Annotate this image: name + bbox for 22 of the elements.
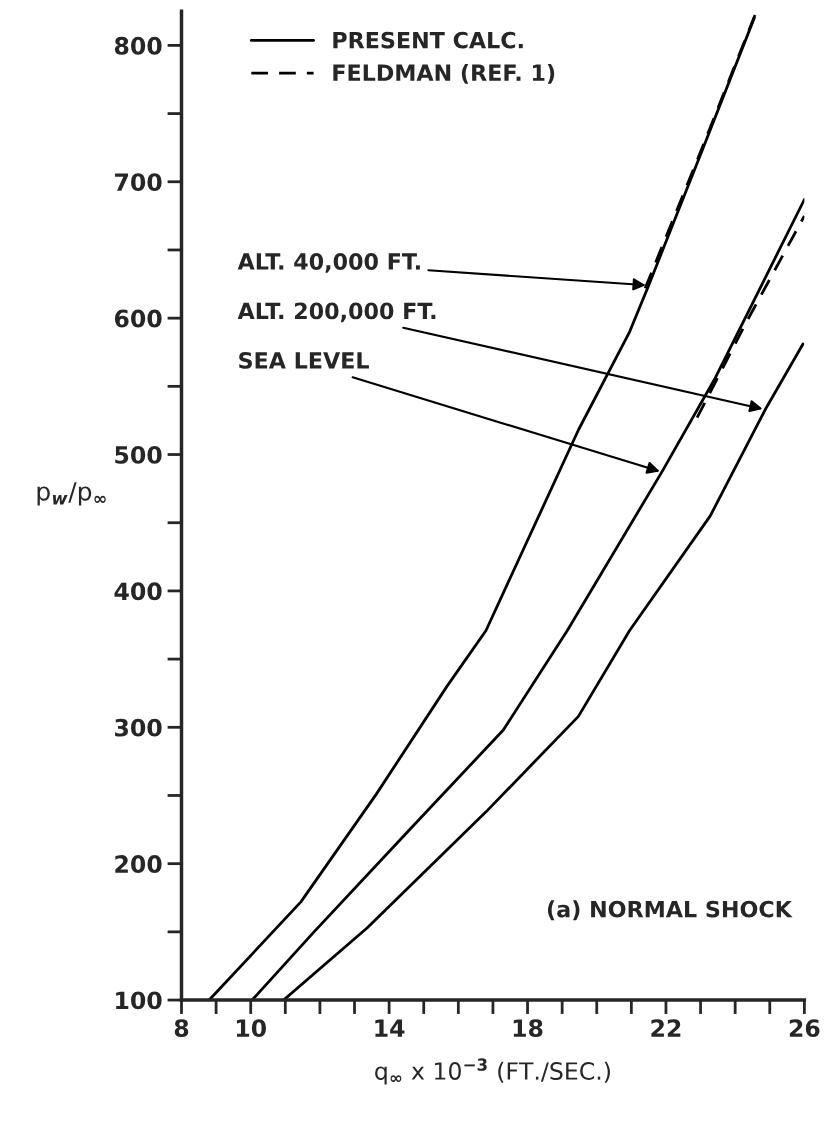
y-tick-label: 300 [115,718,162,737]
x-tick-label: 26 [789,1019,820,1038]
legend-label: FELDMAN (REF. 1) [333,63,555,84]
annotation: ALT. 40,000 FT. [237,253,420,273]
x-tick-label: 18 [513,1019,543,1038]
x-axis-title: q$_{∞}$ x 10$^{−3}$ (FT./SEC.) [375,1058,610,1085]
x-tick-label: 22 [651,1019,681,1037]
legend-label: PRESENT CALC. [333,31,523,49]
x-tick-label: 14 [375,1019,405,1037]
y-tick-label: 800 [114,36,162,55]
annotation: (a) NORMAL SHOCK [547,900,793,921]
y-tick-label: 100 [116,991,162,1010]
x-tick-label: 8 [174,1019,189,1038]
y-axis-title: p$_{w}$/p$_{∞}$ [37,482,106,506]
y-tick-label: 200 [115,855,162,873]
annotation: ALT. 200,000 FT. [237,302,436,323]
y-tick-label: 500 [115,445,162,464]
x-tick-label: 10 [236,1019,267,1038]
y-tick-label: 600 [114,309,162,328]
annotation: SEA LEVEL [239,351,369,369]
y-tick-label: 400 [114,582,162,601]
y-tick-label: 700 [115,173,162,192]
